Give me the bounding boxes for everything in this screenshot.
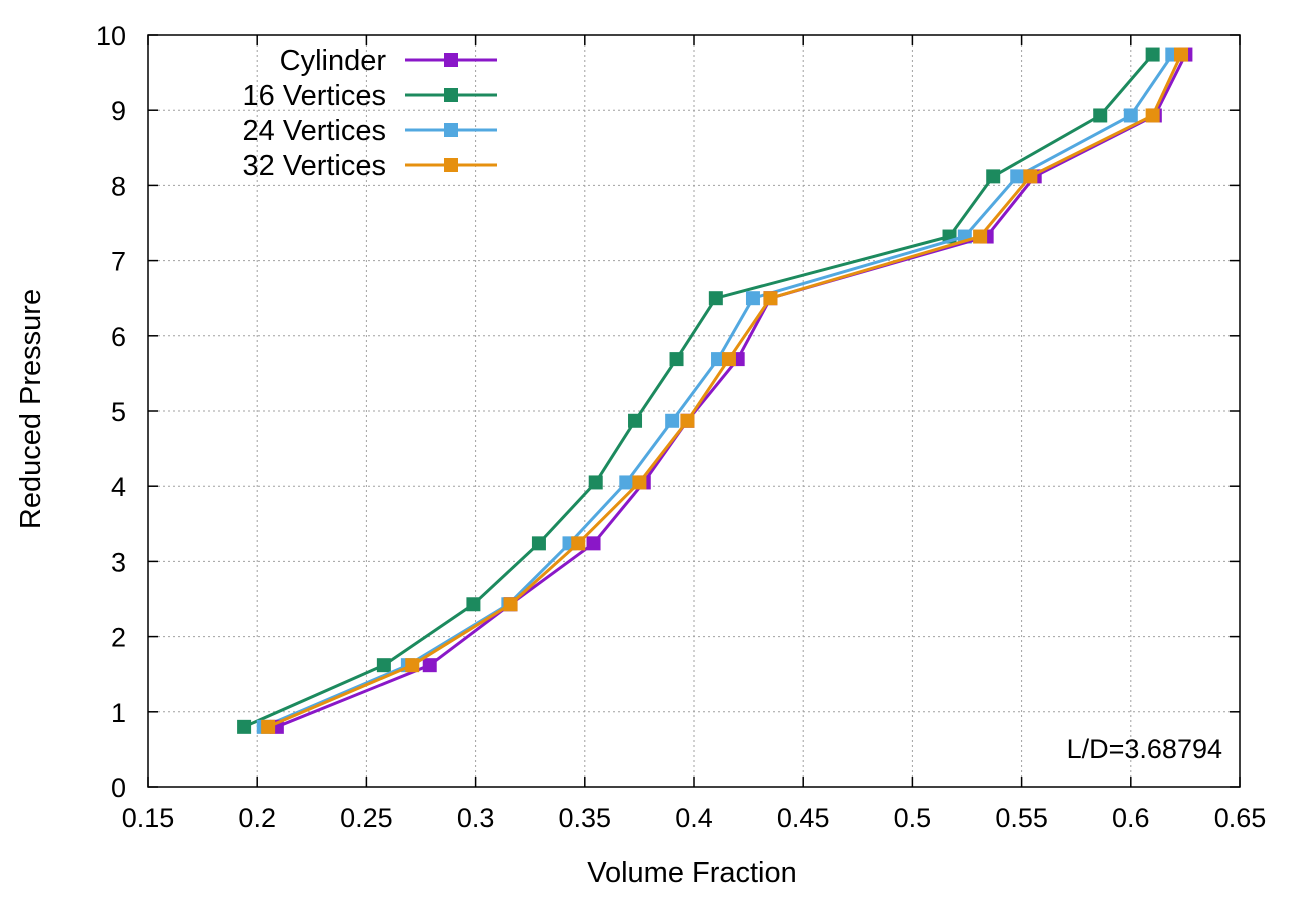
data-point: [503, 597, 518, 612]
series-line: [276, 53, 1187, 729]
data-point: [669, 352, 684, 367]
data-point: [588, 475, 603, 490]
data-point: [466, 597, 481, 612]
data-point: [721, 352, 736, 367]
x-tick-label: 0.35: [559, 803, 612, 833]
data-point: [1010, 169, 1025, 184]
data-point: [1145, 47, 1160, 62]
legend-label: 32 Vertices: [243, 150, 386, 182]
data-point: [422, 658, 437, 673]
tick-labels: 0.15 0.2 0.25 0.3 0.35 0.4 0.45 0.5 0.55 0.6 0.65 0…: [96, 21, 1266, 833]
x-tick-label: 0.65: [1214, 803, 1267, 833]
data-point: [261, 719, 276, 734]
series-line: [267, 53, 1183, 729]
y-tick-label: 3: [111, 547, 126, 577]
x-tick-label: 0.6: [1112, 803, 1150, 833]
y-tick-label: 4: [111, 472, 126, 502]
series-32-vertices: [261, 47, 1189, 734]
data-point: [708, 291, 723, 306]
x-tick-label: 0.25: [340, 803, 393, 833]
data-point: [973, 229, 988, 244]
y-axis-label: Reduced Pressure: [15, 289, 47, 529]
data-point: [745, 291, 760, 306]
x-tick-label: 0.2: [238, 803, 276, 833]
legend-label: 16 Vertices: [243, 80, 386, 112]
y-tick-label: 7: [111, 247, 126, 277]
y-tick-label: 6: [111, 322, 126, 352]
legend-marker: [444, 88, 458, 102]
data-point: [711, 352, 726, 367]
series-line: [243, 53, 1154, 729]
legend-label: 24 Vertices: [243, 115, 386, 147]
x-tick-label: 0.5: [894, 803, 932, 833]
data-point: [376, 658, 391, 673]
data-point: [1145, 108, 1160, 123]
data-point: [531, 536, 546, 551]
x-axis-label: Volume Fraction: [587, 857, 797, 889]
x-tick-label: 0.55: [995, 803, 1048, 833]
y-tick-label: 10: [96, 21, 126, 51]
data-point: [628, 413, 643, 428]
legend-marker: [444, 158, 458, 172]
x-tick-label: 0.45: [777, 803, 830, 833]
data-point: [237, 719, 252, 734]
data-point: [1023, 169, 1038, 184]
data-point: [680, 413, 695, 428]
data-point: [586, 536, 601, 551]
data-point: [571, 536, 586, 551]
data-point: [986, 169, 1001, 184]
data-point: [763, 291, 778, 306]
x-tick-label: 0.15: [122, 803, 175, 833]
y-tick-label: 9: [111, 96, 126, 126]
data-point: [405, 658, 420, 673]
legend-label: Cylinder: [280, 45, 387, 77]
series-group: [237, 47, 1193, 734]
y-tick-label: 8: [111, 171, 126, 201]
y-tick-label: 2: [111, 623, 126, 653]
legend-marker: [444, 123, 458, 137]
plot-frame: [147, 34, 1241, 788]
data-point: [1093, 108, 1108, 123]
y-tick-label: 1: [111, 698, 126, 728]
x-tick-label: 0.4: [675, 803, 713, 833]
x-tick-label: 0.3: [457, 803, 495, 833]
data-point: [632, 475, 647, 490]
data-point: [665, 413, 680, 428]
data-point: [1174, 47, 1189, 62]
y-tick-label: 0: [111, 773, 126, 803]
y-tick-label: 5: [111, 397, 126, 427]
series-16-vertices: [237, 47, 1160, 734]
data-point: [619, 475, 634, 490]
data-point: [1123, 108, 1138, 123]
ld-annotation: L/D=3.68794: [1067, 734, 1222, 764]
legend-marker: [444, 53, 458, 67]
